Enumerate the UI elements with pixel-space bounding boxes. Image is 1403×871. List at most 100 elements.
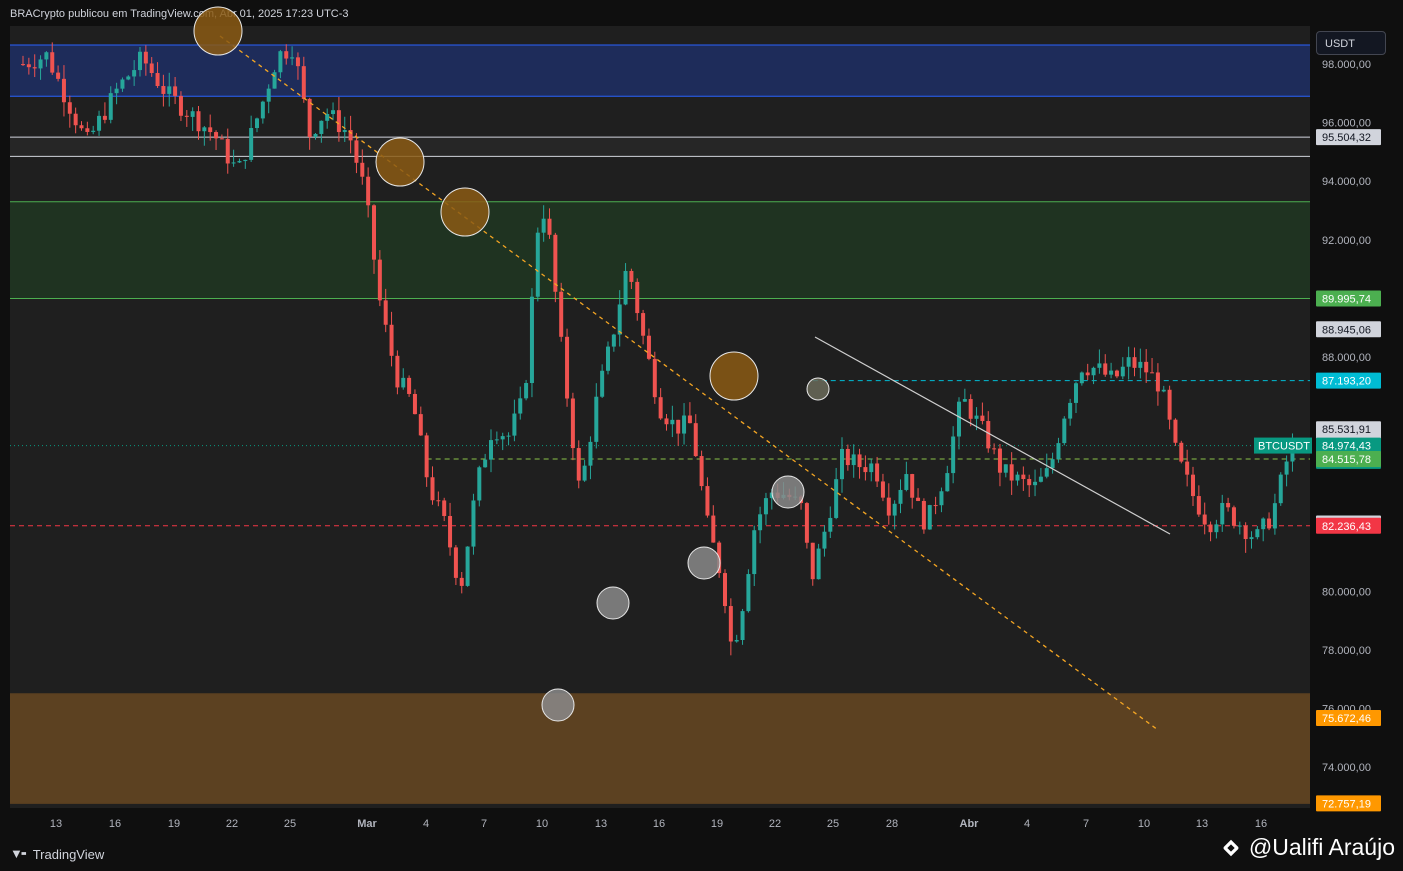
price-label-text: 95.504,32	[1322, 132, 1371, 144]
candle-body	[395, 355, 400, 388]
candle-body	[974, 415, 979, 419]
candle-body	[295, 57, 300, 67]
candle-body	[711, 515, 716, 543]
x-tick-label: 25	[284, 818, 296, 830]
candle-body	[389, 324, 394, 356]
candle-body	[664, 418, 669, 425]
candle-body	[430, 477, 435, 501]
candle-body	[1231, 507, 1236, 526]
x-tick-label: 25	[827, 818, 839, 830]
candle-body	[208, 127, 213, 133]
candle-body	[588, 441, 593, 466]
candle-body	[336, 110, 341, 133]
candle-body	[594, 396, 599, 442]
horizontal-lines-layer	[10, 380, 1310, 527]
candle-body	[1261, 518, 1266, 530]
tradingview-brand: TradingView	[32, 846, 105, 862]
candle-body	[260, 101, 265, 119]
candle-body	[723, 573, 727, 607]
candle-body	[354, 140, 359, 163]
y-tick-label: 74.000,00	[1322, 762, 1371, 774]
candle-body	[875, 463, 880, 482]
candle-body	[500, 436, 505, 440]
candle-body	[348, 130, 353, 141]
marker-circle-3	[709, 351, 759, 401]
marker-circle-0	[193, 6, 243, 56]
candle-body	[652, 358, 657, 398]
price-label-text: 75.672,46	[1322, 713, 1371, 725]
candle-body	[155, 73, 160, 87]
candle-body	[1097, 363, 1102, 368]
candle-body	[465, 546, 470, 586]
candle-body	[290, 57, 295, 59]
candle-body	[734, 639, 739, 642]
author-watermark: @Ualifi Araújo	[1219, 834, 1395, 861]
zone-1	[10, 137, 1310, 157]
candle-body	[237, 161, 242, 163]
candle-body	[945, 473, 950, 492]
candle-body	[1155, 372, 1160, 392]
x-tick-label: 4	[1024, 818, 1030, 830]
candle-body	[658, 397, 663, 419]
x-tick-label: 13	[1196, 818, 1208, 830]
candle-body	[1220, 502, 1225, 525]
candle-body	[822, 531, 827, 549]
candle-body	[202, 127, 207, 132]
candle-body	[763, 498, 768, 515]
candle-body	[980, 415, 985, 422]
candle-body	[1278, 474, 1283, 504]
marker-circle-4	[806, 377, 830, 401]
candle-body	[1085, 372, 1090, 376]
price-label-text: 84.515,78	[1322, 454, 1371, 466]
candle-body	[997, 448, 1002, 473]
watermark-text: @Ualifi Araújo	[1248, 834, 1395, 860]
candle-body	[1208, 524, 1213, 533]
candle-body	[97, 115, 102, 131]
candle-body	[1214, 524, 1219, 533]
price-axis-background	[1312, 26, 1392, 808]
zone-0	[10, 45, 1310, 97]
x-tick-label: 7	[481, 818, 487, 830]
candle-body	[138, 51, 142, 71]
candle-body	[284, 51, 289, 59]
candle-body	[559, 291, 564, 337]
resistance-trendline	[814, 336, 1171, 535]
candle-body	[44, 52, 49, 60]
candle-body	[1138, 361, 1143, 368]
tradingview-logo[interactable]: ▼╸ TradingView	[10, 846, 104, 862]
candle-body	[360, 162, 365, 177]
candle-body	[611, 334, 616, 347]
marker-circle-8	[541, 688, 575, 722]
candle-body	[483, 459, 488, 468]
currency-selector[interactable]: USDT	[1316, 31, 1386, 55]
candle-body	[904, 474, 909, 490]
candle-body	[816, 548, 821, 580]
descending-trendline	[219, 35, 1159, 731]
candle-body	[1144, 361, 1149, 373]
candle-body	[448, 516, 453, 548]
candle-body	[255, 118, 259, 129]
candle-body	[746, 574, 751, 612]
candle-body	[957, 401, 961, 437]
candle-body	[1196, 496, 1201, 515]
candle-body	[1091, 367, 1096, 376]
candle-body	[85, 128, 90, 132]
candle-body	[278, 51, 283, 73]
candle-body	[190, 111, 195, 117]
candle-body	[524, 383, 529, 399]
candle-body	[1237, 525, 1242, 527]
candle-body	[1114, 370, 1119, 377]
candle-body	[383, 300, 388, 325]
y-tick-label: 96.000,00	[1322, 118, 1371, 130]
candle-body	[1243, 525, 1248, 540]
candle-body	[828, 517, 833, 532]
y-tick-label: 80.000,00	[1322, 586, 1371, 598]
time-axis: 13 16 19 22 25 Mar 4 7 10 13 16 19 22 25 28 Abr 4 7 10 13 16	[50, 818, 1267, 830]
x-tick-label: 28	[886, 818, 898, 830]
candle-body	[951, 436, 956, 474]
candle-body	[857, 454, 862, 468]
candle-body	[442, 500, 447, 517]
candle-body	[705, 486, 710, 516]
x-tick-label: 22	[226, 818, 238, 830]
